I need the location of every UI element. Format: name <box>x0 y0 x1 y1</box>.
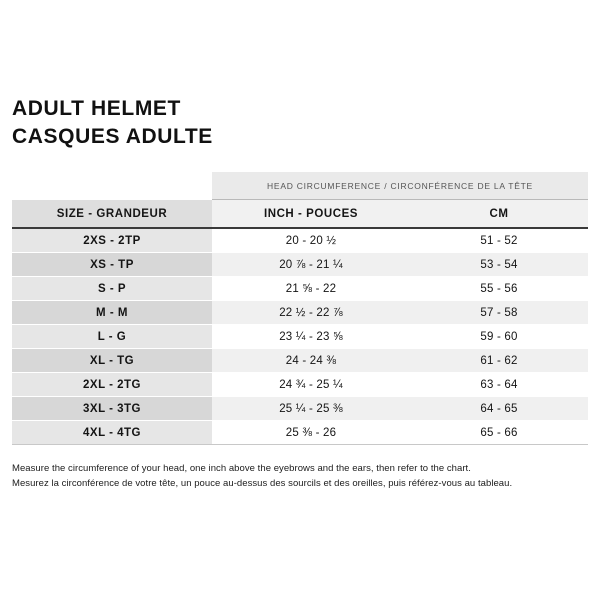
cell-inch: 24 ¾ - 25 ¼ <box>212 372 410 398</box>
cell-size: 4XL - 4TG <box>12 420 212 446</box>
cell-cm: 51 - 52 <box>410 228 588 254</box>
cell-size: XL - TG <box>12 348 212 374</box>
cell-cm: 59 - 60 <box>410 324 588 350</box>
cell-inch: 23 ¼ - 23 ⅝ <box>212 324 410 350</box>
table-row: L - G 23 ¼ - 23 ⅝ 59 - 60 <box>12 324 588 350</box>
group-header-head-circumference: HEAD CIRCUMFERENCE / CIRCONFÉRENCE DE LA… <box>212 172 588 201</box>
footnote-english: Measure the circumference of your head, … <box>12 463 471 475</box>
cell-inch: 25 ¼ - 25 ⅜ <box>212 396 410 422</box>
cell-inch: 21 ⅝ - 22 <box>212 276 410 302</box>
cell-size: M - M <box>12 300 212 326</box>
cell-inch: 25 ⅜ - 26 <box>212 420 410 446</box>
group-header-row: HEAD CIRCUMFERENCE / CIRCONFÉRENCE DE LA… <box>12 172 588 201</box>
cell-cm: 61 - 62 <box>410 348 588 374</box>
cell-cm: 65 - 66 <box>410 420 588 446</box>
size-chart-table: HEAD CIRCUMFERENCE / CIRCONFÉRENCE DE LA… <box>12 172 588 446</box>
title-english: ADULT HELMET <box>12 97 181 120</box>
cell-cm: 63 - 64 <box>410 372 588 398</box>
cell-size: L - G <box>12 324 212 350</box>
table-header: HEAD CIRCUMFERENCE / CIRCONFÉRENCE DE LA… <box>12 172 588 230</box>
cell-size: 2XS - 2TP <box>12 228 212 254</box>
table-row: M - M 22 ½ - 22 ⅞ 57 - 58 <box>12 300 588 326</box>
cell-size: 2XL - 2TG <box>12 372 212 398</box>
column-header-cm: CM <box>410 199 588 230</box>
group-header-spacer <box>12 172 212 200</box>
page-title: ADULT HELMET CASQUES ADULTE <box>12 95 588 150</box>
cell-cm: 53 - 54 <box>410 252 588 278</box>
table-row: 3XL - 3TG 25 ¼ - 25 ⅜ 64 - 65 <box>12 396 588 422</box>
footnote: Measure the circumference of your head, … <box>12 461 588 491</box>
column-header-size: SIZE - GRANDEUR <box>12 199 212 230</box>
cell-cm: 55 - 56 <box>410 276 588 302</box>
cell-inch: 22 ½ - 22 ⅞ <box>212 300 410 326</box>
table-row: XS - TP 20 ⅞ - 21 ¼ 53 - 54 <box>12 252 588 278</box>
table-row: 2XS - 2TP 20 - 20 ½ 51 - 52 <box>12 228 588 254</box>
column-header-inch: INCH - POUCES <box>212 199 410 230</box>
cell-inch: 20 - 20 ½ <box>212 228 410 254</box>
table-row: XL - TG 24 - 24 ⅜ 61 - 62 <box>12 348 588 374</box>
cell-cm: 64 - 65 <box>410 396 588 422</box>
table-row: 2XL - 2TG 24 ¾ - 25 ¼ 63 - 64 <box>12 372 588 398</box>
cell-size: XS - TP <box>12 252 212 278</box>
cell-inch: 20 ⅞ - 21 ¼ <box>212 252 410 278</box>
table-body: 2XS - 2TP 20 - 20 ½ 51 - 52 XS - TP 20 ⅞ - 2… <box>12 228 588 446</box>
cell-inch: 24 - 24 ⅜ <box>212 348 410 374</box>
column-header-row: SIZE - GRANDEUR INCH - POUCES CM <box>12 199 588 230</box>
footnote-french: Mesurez la circonférence de votre tête, … <box>12 478 513 490</box>
cell-size: 3XL - 3TG <box>12 396 212 422</box>
table-row: S - P 21 ⅝ - 22 55 - 56 <box>12 276 588 302</box>
cell-cm: 57 - 58 <box>410 300 588 326</box>
title-french: CASQUES ADULTE <box>12 124 213 148</box>
table-row: 4XL - 4TG 25 ⅜ - 26 65 - 66 <box>12 420 588 446</box>
cell-size: S - P <box>12 276 212 302</box>
